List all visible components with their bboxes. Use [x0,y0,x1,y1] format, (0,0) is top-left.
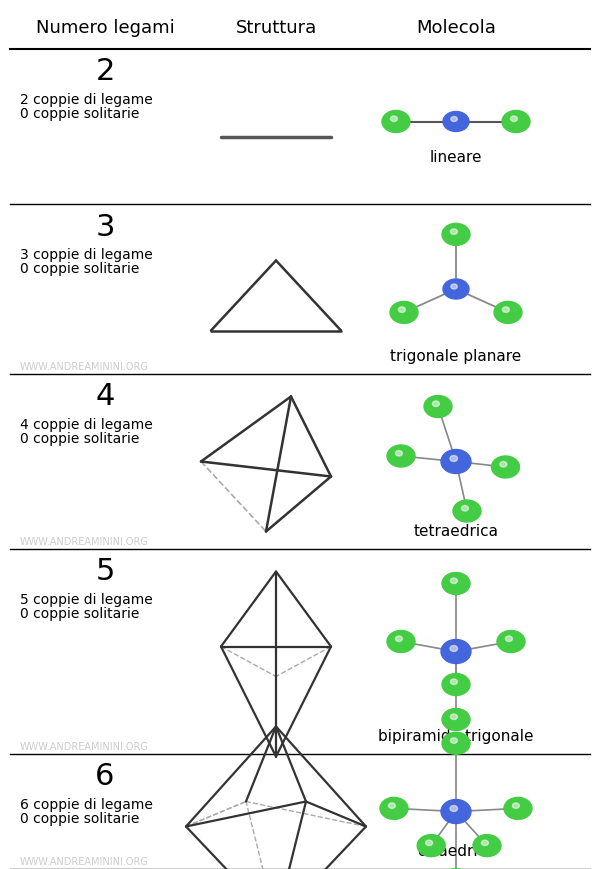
Ellipse shape [387,631,415,653]
Ellipse shape [502,308,509,313]
Text: 5 coppie di legame: 5 coppie di legame [20,593,153,607]
Text: bipiramide trigonale: bipiramide trigonale [378,729,534,744]
Ellipse shape [491,456,520,479]
Ellipse shape [450,456,458,462]
Ellipse shape [453,501,481,522]
Text: lineare: lineare [430,149,482,165]
Text: WWW.ANDREAMININI.ORG: WWW.ANDREAMININI.ORG [20,536,149,547]
Ellipse shape [450,646,458,652]
Text: WWW.ANDREAMININI.ORG: WWW.ANDREAMININI.ORG [20,856,149,866]
Ellipse shape [481,840,488,846]
Ellipse shape [390,302,418,324]
Text: 0 coppie solitarie: 0 coppie solitarie [20,107,139,121]
Text: Struttura: Struttura [235,19,317,37]
Ellipse shape [450,806,458,812]
Ellipse shape [391,116,397,123]
Ellipse shape [442,733,470,754]
Ellipse shape [424,396,452,418]
Ellipse shape [442,573,470,594]
Text: WWW.ANDREAMININI.ORG: WWW.ANDREAMININI.ORG [20,362,149,372]
Ellipse shape [442,673,470,696]
Ellipse shape [512,803,520,808]
Ellipse shape [511,116,517,123]
Ellipse shape [417,834,445,857]
Ellipse shape [451,117,457,123]
Ellipse shape [502,111,530,133]
Text: 4: 4 [95,382,115,411]
Ellipse shape [382,111,410,133]
Ellipse shape [451,229,457,235]
Ellipse shape [443,280,469,300]
Ellipse shape [442,224,470,246]
Text: 3: 3 [95,212,115,242]
Text: 6: 6 [95,761,115,791]
Ellipse shape [451,738,457,744]
Ellipse shape [505,636,512,642]
Text: 2: 2 [95,57,115,86]
Text: 6 coppie di legame: 6 coppie di legame [20,797,153,811]
Ellipse shape [451,579,457,584]
Ellipse shape [388,803,395,808]
Ellipse shape [441,799,471,824]
Text: 3 coppie di legame: 3 coppie di legame [20,248,153,262]
Ellipse shape [441,640,471,664]
Text: WWW.ANDREAMININI.ORG: WWW.ANDREAMININI.ORG [20,741,149,751]
Text: Molecola: Molecola [416,19,496,37]
Ellipse shape [473,834,501,857]
Ellipse shape [494,302,522,324]
Ellipse shape [497,631,525,653]
Text: 5: 5 [95,557,115,586]
Ellipse shape [387,446,415,468]
Ellipse shape [451,680,457,685]
Ellipse shape [441,450,471,474]
Text: ottaedrica: ottaedrica [417,844,495,859]
Ellipse shape [433,401,439,407]
Text: trigonale planare: trigonale planare [391,349,521,364]
Text: 0 coppie solitarie: 0 coppie solitarie [20,432,139,446]
Ellipse shape [451,285,457,289]
Ellipse shape [442,709,470,731]
Text: Numero legami: Numero legami [35,19,175,37]
Ellipse shape [461,506,469,512]
Ellipse shape [380,798,408,819]
Ellipse shape [451,714,457,720]
Text: 0 coppie solitarie: 0 coppie solitarie [20,262,139,275]
Ellipse shape [504,798,532,819]
Ellipse shape [500,462,507,468]
Ellipse shape [398,308,406,313]
Text: 2 coppie di legame: 2 coppie di legame [20,93,153,107]
Text: 4 coppie di legame: 4 coppie di legame [20,417,153,432]
Ellipse shape [395,451,403,456]
Text: tetraedrica: tetraedrica [413,524,499,539]
Ellipse shape [443,112,469,132]
Ellipse shape [395,636,403,642]
Ellipse shape [425,840,433,846]
Text: 0 coppie solitarie: 0 coppie solitarie [20,607,139,620]
Text: 0 coppie solitarie: 0 coppie solitarie [20,811,139,825]
